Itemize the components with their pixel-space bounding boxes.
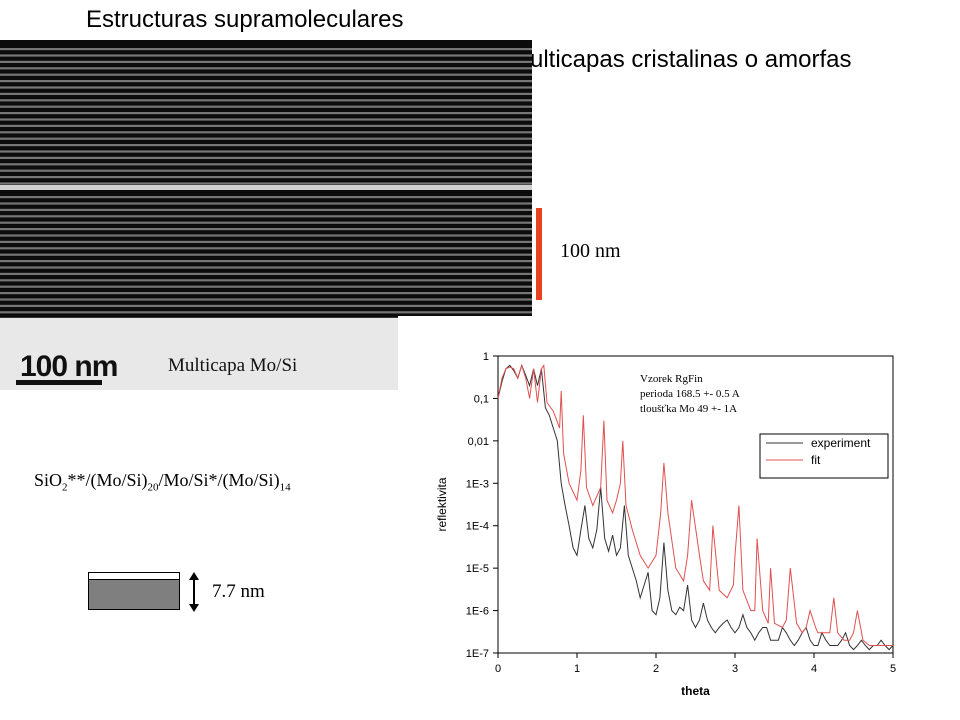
stripe [0, 150, 532, 153]
tem-label-area [0, 318, 398, 390]
stripe [0, 253, 532, 256]
stripe [0, 112, 532, 115]
chart-legend: experiment fit [759, 433, 889, 479]
stripe [0, 285, 532, 288]
thickness-label: 7.7 nm [212, 581, 265, 602]
stripe [0, 92, 532, 95]
y-tick-label: 1E-4 [466, 521, 489, 533]
formula-part: SiO [34, 470, 63, 490]
stripe [0, 156, 532, 159]
formula-sub: 2 [62, 481, 68, 494]
stripe [0, 221, 532, 224]
stripe [0, 176, 532, 179]
chart-annotation: Vzorek RgFin [640, 373, 703, 385]
stripe [0, 48, 532, 51]
chart-annotation: perioda 168.5 +- 0.5 A [640, 388, 740, 400]
y-tick-label: 1E-3 [466, 478, 489, 490]
y-tick-label: 1E-5 [466, 563, 489, 575]
stripe [0, 60, 532, 63]
x-tick-label: 4 [811, 663, 817, 675]
stripe [0, 80, 532, 83]
stripe [0, 208, 532, 211]
reflectivity-chart: 1 0,1 0,01 1E-3 1E-4 1E-5 1E-6 1E-7 0 1 2 3 4 5 theta r… [398, 316, 920, 710]
series-line-fit [497, 363, 893, 646]
y-tick-label: 1 [483, 351, 489, 363]
formula-sub: 14 [279, 481, 291, 494]
stripe [0, 279, 532, 282]
slide-subtitle: Multicapas cristalinas o amorfas [510, 46, 852, 73]
layer-si [88, 579, 180, 610]
layer-formula: SiO2**/(Mo/Si)20/Mo/Si*/(Mo/Si)14 [34, 470, 291, 494]
x-tick-label: 0 [495, 663, 501, 675]
stripe [0, 215, 532, 218]
stripe [0, 99, 532, 102]
formula-part: /Mo/Si*/(Mo/Si) [158, 470, 280, 490]
stripe [0, 137, 532, 140]
tem-scalebar-label: 100 nm [20, 350, 118, 383]
formula-part: **/(Mo/Si) [67, 470, 148, 490]
tem-caption: Multicapa Mo/Si [168, 355, 298, 376]
stripe [0, 124, 532, 127]
x-tick-label: 1 [574, 663, 580, 675]
y-tick-label: 1E-7 [466, 648, 489, 660]
stripe-bright [0, 185, 532, 190]
legend-label: fit [811, 453, 821, 467]
stripe [0, 292, 532, 295]
stripe [0, 163, 532, 166]
tem-micrograph: 100 nm Multicapa Mo/Si [0, 40, 532, 390]
stripe [0, 86, 532, 89]
y-tick-label: 1E-6 [466, 606, 489, 618]
y-tick-label: 0,01 [468, 436, 489, 448]
stripe [0, 228, 532, 231]
stripe [0, 54, 532, 57]
stripe [0, 304, 532, 307]
stripe [0, 131, 532, 134]
stripe [0, 234, 532, 237]
double-arrow-icon [189, 572, 199, 612]
stripe [0, 196, 532, 199]
stripe [0, 118, 532, 121]
stripe [0, 169, 532, 172]
chart-background [398, 316, 920, 710]
legend-box [759, 433, 889, 479]
x-axis-label: theta [681, 684, 710, 698]
y-tick-label: 0,1 [474, 393, 489, 405]
plot-frame [497, 355, 894, 654]
tem-scalebar [16, 380, 102, 385]
stripe [0, 105, 532, 108]
slide-title: Estructuras supramoleculares [86, 6, 404, 33]
stripe [0, 298, 532, 301]
stripe [0, 247, 532, 250]
stripe [0, 266, 532, 269]
stripe [0, 182, 532, 185]
stripe [0, 272, 532, 275]
stripe [0, 73, 532, 76]
stripe [0, 144, 532, 147]
stripe [0, 202, 532, 205]
stripe [0, 311, 532, 314]
chart-annotation: tloušťka Mo 49 +- 1A [640, 403, 737, 415]
x-tick-label: 3 [732, 663, 738, 675]
red-scale-label: 100 nm [560, 240, 621, 262]
series-line-experiment [497, 363, 894, 651]
red-scale-bar [536, 208, 542, 300]
stripe [0, 240, 532, 243]
x-tick-label: 5 [890, 663, 896, 675]
formula-sub: 20 [147, 481, 159, 494]
x-tick-label: 2 [653, 663, 659, 675]
y-axis-label: reflektivita [435, 477, 449, 531]
stripe [0, 260, 532, 263]
stripe [0, 67, 532, 70]
legend-label: experiment [811, 436, 871, 450]
